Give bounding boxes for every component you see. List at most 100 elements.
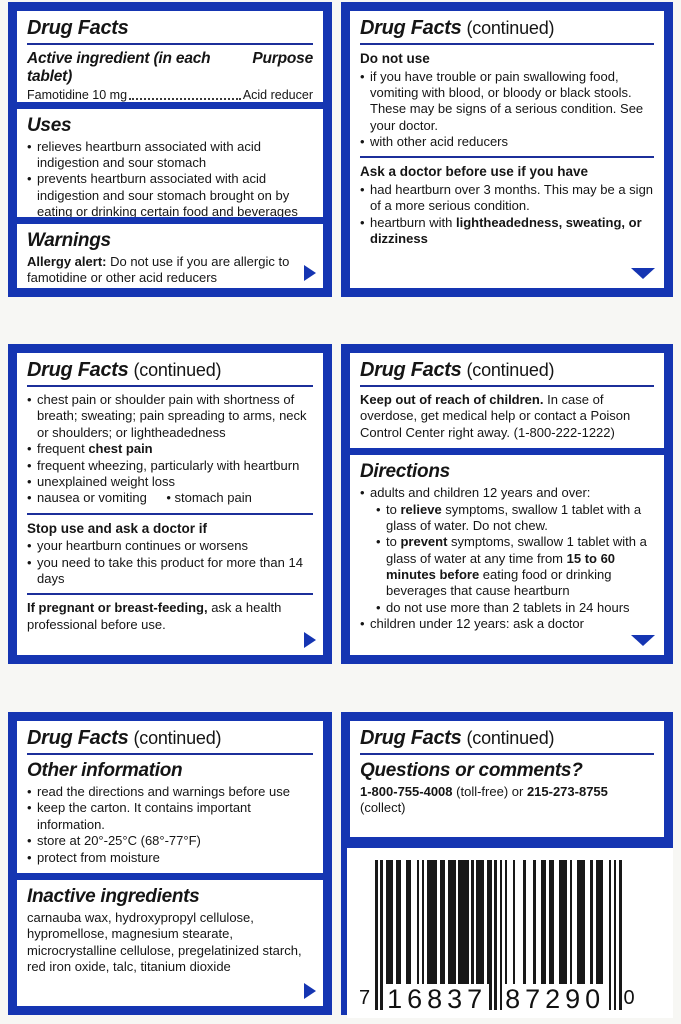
barcode-group1-digits: 16837 <box>385 984 490 1014</box>
barcode-module <box>473 860 477 1010</box>
list-item: • heartburn with lightheadedness, sweatin… <box>360 214 642 247</box>
barcode-module <box>416 860 420 1010</box>
barcode-module <box>437 860 440 1010</box>
list-item: • protect from moisture <box>27 849 160 865</box>
directions-list: • adults and children 12 years and over: •… <box>360 485 654 632</box>
barcode-module <box>574 860 578 1010</box>
barcode-module <box>593 860 596 1010</box>
barcode-module <box>561 860 565 1010</box>
barcode-module <box>512 860 516 1010</box>
barcode-module <box>390 860 394 1010</box>
barcode-module <box>533 860 536 1010</box>
list-item: • children under 12 years: ask a doctor <box>360 616 584 632</box>
list-item: • you need to take this product for more … <box>27 554 303 586</box>
bullet-icon: • <box>360 214 365 230</box>
active-ingredient-box: Drug Facts Active ingredient (in each ta… <box>17 11 323 102</box>
barcode-module <box>385 860 389 1010</box>
bullet-icon: • <box>27 490 32 506</box>
barcode-module <box>567 860 570 1010</box>
bullet-icon: • <box>27 138 32 154</box>
list-item: • to relieve symptoms, swallow 1 tablet w… <box>376 501 642 533</box>
barcode-module <box>468 860 472 1010</box>
list-item: • relieves heartburn associated with acid… <box>27 138 262 171</box>
list-item: • unexplained weight loss <box>27 473 176 489</box>
list-item: • keep the carton. It contains important … <box>27 800 251 832</box>
barcode-module <box>543 860 547 1010</box>
barcode-module <box>616 860 619 1010</box>
bottom-left-column: Drug Facts (continued) Other information … <box>8 712 332 1015</box>
barcode-module <box>507 860 510 1010</box>
drug-facts-heading: Drug Facts (continued) <box>27 358 313 387</box>
bullet-icon: • <box>376 534 381 550</box>
warnings-heading: Warnings <box>27 229 111 251</box>
band-bottom: Drug Facts (continued) Other information … <box>8 712 673 1018</box>
barcode-module <box>481 860 485 1010</box>
symptoms-list: • chest pain or shoulder pain with shortn… <box>27 392 313 507</box>
barcode: 7 16837 87290 0 <box>347 848 673 1018</box>
stop-use-list: • your heartburn continues or worsens • you… <box>27 538 313 587</box>
top-left-column: Drug Facts Active ingredient (in each ta… <box>8 2 332 297</box>
barcode-module <box>522 860 526 1010</box>
keep-out-box: Drug Facts (continued) Keep out of reach … <box>350 353 664 449</box>
bullet-icon: • <box>27 392 32 407</box>
barcode-module <box>582 860 586 1010</box>
list-item: • chest pain or shoulder pain with shortn… <box>27 392 307 440</box>
barcode-module <box>401 860 404 1010</box>
continue-arrow-down-icon <box>631 268 655 279</box>
phone-numbers-text: 1-800-755-4008 (toll-free) or 215-273-87… <box>360 784 608 816</box>
bullet-icon: • <box>27 538 32 554</box>
band-middle: Drug Facts (continued) • chest pain or sho… <box>8 344 673 664</box>
drug-facts-heading: Drug Facts (continued) <box>360 358 654 387</box>
barcode-module <box>403 860 407 1010</box>
questions-heading: Questions or comments? <box>360 760 583 781</box>
barcode-module <box>411 860 415 1010</box>
drug-facts-text: Drug Facts <box>360 359 462 381</box>
barcode-module <box>489 860 492 1010</box>
other-information-list: • read the directions and warnings before… <box>27 784 313 866</box>
keep-out-text: Keep out of reach of children. In case o… <box>360 392 631 440</box>
barcode-module <box>595 860 599 1010</box>
barcode-module <box>460 860 464 1010</box>
barcode-module <box>447 860 451 1010</box>
drug-facts-text: Drug Facts <box>27 727 129 749</box>
drug-facts-heading: Drug Facts (continued) <box>360 726 654 755</box>
barcode-module <box>382 860 386 1010</box>
bullet-icon: • <box>376 599 381 615</box>
barcode-module <box>419 860 422 1010</box>
bullet-icon: • <box>27 833 32 849</box>
barcode-module <box>585 860 588 1010</box>
continued-text: (continued) <box>466 728 555 748</box>
ask-doctor-heading: Ask a doctor before use if you have <box>360 164 589 180</box>
active-ingredient-heading: Active ingredient (in each tablet) <box>27 50 211 85</box>
directions-heading: Directions <box>360 461 450 483</box>
uses-list: • relieves heartburn associated with acid… <box>27 139 313 217</box>
barcode-module <box>525 860 529 1010</box>
barcode-module <box>476 860 479 1010</box>
barcode-module <box>398 860 402 1010</box>
bullet-icon: • <box>360 485 365 501</box>
bullet-icon: • <box>27 441 32 457</box>
barcode-module <box>546 860 549 1010</box>
barcode-module <box>577 860 581 1010</box>
ingredient-name: Famotidine 10 mg <box>27 88 128 102</box>
do-not-use-heading: Do not use <box>360 51 430 66</box>
barcode-module <box>445 860 448 1010</box>
list-item: • your heartburn continues or worsens <box>27 538 249 554</box>
inactive-ingredients-heading: Inactive ingredients <box>27 885 200 907</box>
other-information-heading: Other information <box>27 760 183 781</box>
barcode-module <box>499 860 503 1010</box>
bullet-icon: • <box>27 784 32 799</box>
barcode-module <box>388 860 391 1010</box>
inactive-ingredients-text: carnauba wax, hydroxypropyl cellulose, h… <box>27 909 302 974</box>
uses-heading: Uses <box>27 114 72 136</box>
barcode-module <box>613 860 617 1010</box>
barcode-module <box>520 860 523 1010</box>
drug-facts-text: Drug Facts <box>27 359 129 381</box>
barcode-module <box>559 860 562 1010</box>
barcode-module <box>421 860 425 1010</box>
pregnant-text: If pregnant or breast-feeding, ask a hea… <box>27 600 282 632</box>
barcode-module <box>587 860 591 1010</box>
barcode-module <box>439 860 443 1010</box>
symptoms-box: Drug Facts (continued) • chest pain or sho… <box>17 353 323 655</box>
